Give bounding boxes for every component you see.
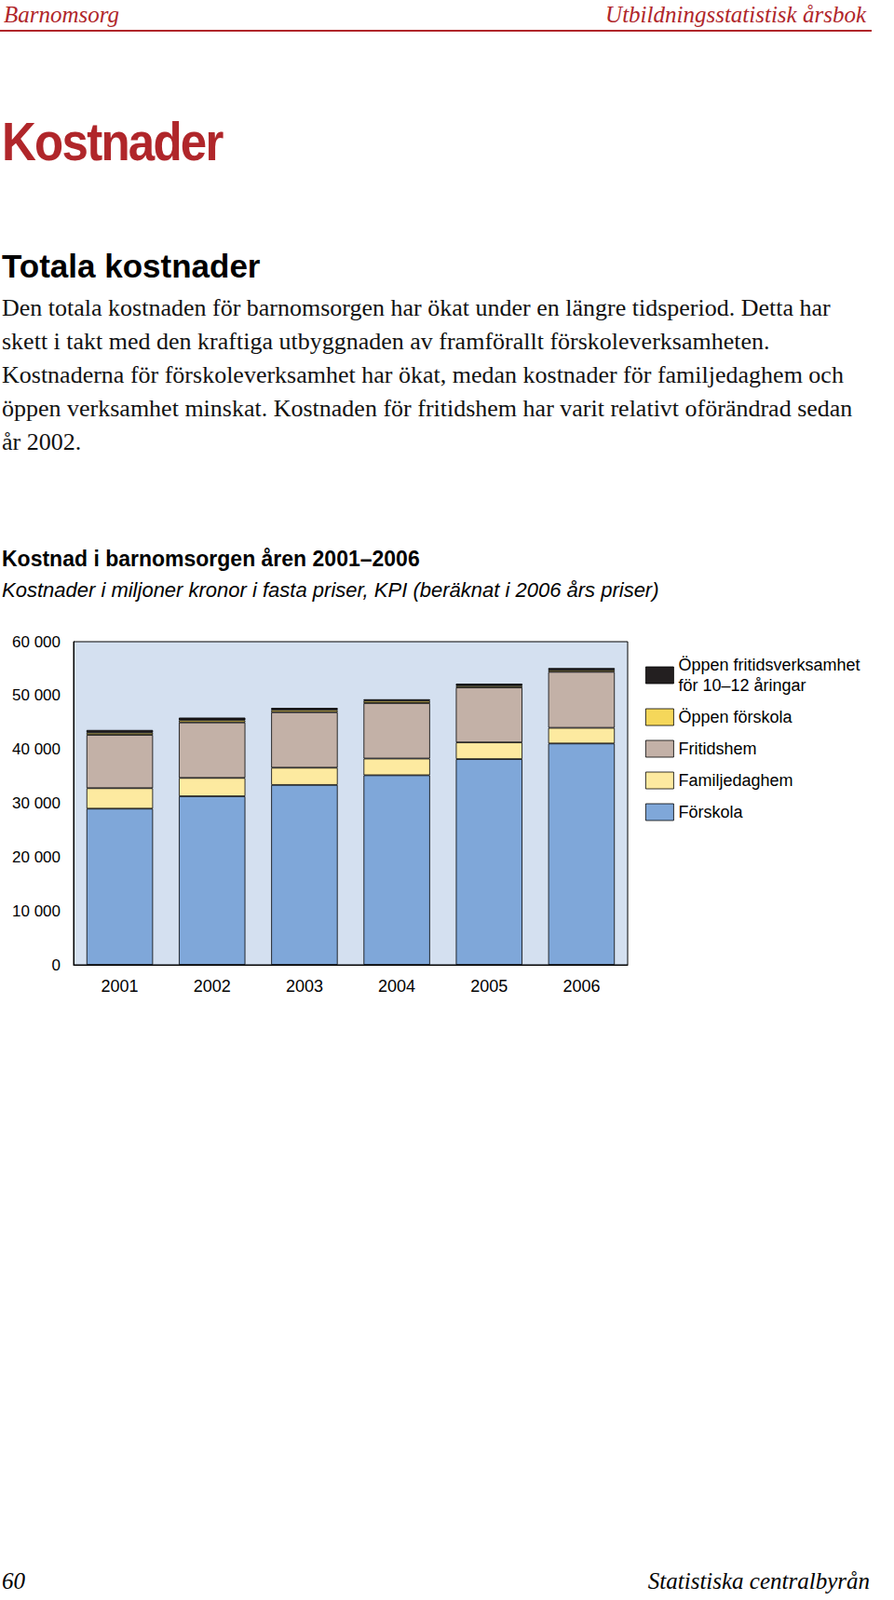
html-text:Kostnader: Kostnader bbox=[1, 110, 223, 172]
svg-text:40 000: 40 000 bbox=[12, 740, 61, 759]
html-text:Utbildningsstatistisk årsbok: Utbildningsstatistisk årsbok bbox=[605, 1, 867, 28]
svg-text:0: 0 bbox=[52, 956, 61, 975]
html-text:Barnomsorg: Barnomsorg bbox=[3, 1, 120, 28]
html-text:Den totala kostnaden för barno: Den totala kostnaden för barnomsorgen ha… bbox=[1, 294, 853, 456]
html-text:60: 60 bbox=[1, 1568, 26, 1594]
svg-text:2004: 2004 bbox=[378, 976, 416, 996]
svg-text:Förskola: Förskola bbox=[677, 802, 744, 822]
svg-text:10 000: 10 000 bbox=[12, 902, 61, 921]
svg-text:Öppen förskola: Öppen förskola bbox=[677, 707, 793, 727]
svg-text:för 10–12 åringar: för 10–12 åringar bbox=[677, 676, 806, 695]
svg-text:20 000: 20 000 bbox=[12, 848, 61, 867]
svg-text:2002: 2002 bbox=[193, 976, 231, 996]
html-text:Totala kostnader: Totala kostnader bbox=[1, 247, 261, 285]
html-text:Statistiska centralbyrån: Statistiska centralbyrån bbox=[647, 1568, 870, 1594]
html-text:Kostnad i barnomsorgen åren 20: Kostnad i barnomsorgen åren 2001–2006 bbox=[1, 546, 420, 571]
svg-text:Fritidshem: Fritidshem bbox=[677, 739, 757, 759]
html-text:Kostnader i miljoner kronor i: Kostnader i miljoner kronor i fasta pris… bbox=[1, 578, 659, 602]
svg-text:2005: 2005 bbox=[470, 976, 508, 996]
svg-text:2006: 2006 bbox=[562, 976, 600, 996]
svg-text:60 000: 60 000 bbox=[12, 633, 61, 651]
svg-text:Familjedaghem: Familjedaghem bbox=[677, 771, 793, 790]
svg-text:2003: 2003 bbox=[285, 976, 324, 996]
svg-text:2001: 2001 bbox=[101, 976, 139, 996]
svg-text:50 000: 50 000 bbox=[12, 686, 61, 705]
svg-text:Öppen fritidsverksamhet: Öppen fritidsverksamhet bbox=[677, 655, 865, 675]
svg-text:30 000: 30 000 bbox=[12, 794, 61, 813]
